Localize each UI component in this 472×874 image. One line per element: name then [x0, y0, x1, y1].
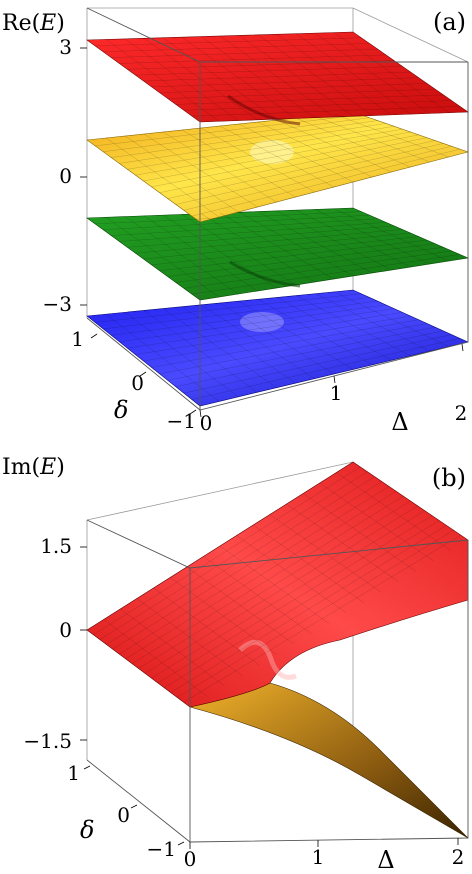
sheet-yellow: [86, 111, 470, 223]
panel-a-label: (a): [433, 8, 466, 36]
panel-a-ztick: −3: [43, 292, 72, 316]
sheet-red-b: [86, 461, 469, 708]
panel-a-ytick: 0: [131, 371, 144, 395]
panel-a-ztick: 3: [59, 35, 72, 59]
panel-a-ztick: 0: [59, 164, 72, 188]
panel-b-label: (b): [432, 464, 466, 492]
panel-b-zlabel: Im(E): [2, 455, 65, 480]
panel-b-ztick: 0: [59, 618, 72, 642]
panel-b: 1.5 0 −1.5 1 0 −1 0 1 2 Im(E) δ Δ (b): [2, 455, 469, 874]
panel-a: 3 0 −3 1 0 −1 0 1 2 Re(E) δ Δ (a): [2, 7, 470, 436]
panel-b-ztick: 1.5: [40, 534, 72, 558]
panel-b-xtick: 1: [312, 845, 325, 869]
panel-a-ylabel: δ: [114, 396, 128, 424]
panel-a-zlabel: Re(E): [2, 11, 65, 36]
panel-a-xlabel: Δ: [391, 408, 408, 436]
panel-a-ytick: −1: [167, 409, 196, 433]
sheet-blue: [86, 289, 469, 407]
panel-a-ytick: 1: [71, 327, 84, 351]
panel-b-ztick: −1.5: [23, 729, 72, 753]
panel-b-ylabel: δ: [80, 816, 94, 844]
panel-b-xtick: 0: [184, 847, 197, 871]
panel-b-mesh: [93, 466, 461, 703]
panel-b-ytick: 0: [117, 803, 130, 827]
panel-b-ytick: 1: [67, 761, 80, 785]
panel-b-ytick: −1: [147, 837, 176, 861]
panel-b-xtick: 2: [452, 845, 465, 869]
panel-b-box-front: [86, 519, 469, 843]
panel-a-xtick: 2: [455, 401, 468, 425]
panel-a-xtick: 0: [200, 411, 213, 435]
sheet-orange: [189, 682, 469, 839]
panel-b-xlabel: Δ: [377, 846, 394, 874]
panel-a-mesh: [95, 32, 460, 402]
panel-a-xtick: 1: [330, 381, 343, 405]
